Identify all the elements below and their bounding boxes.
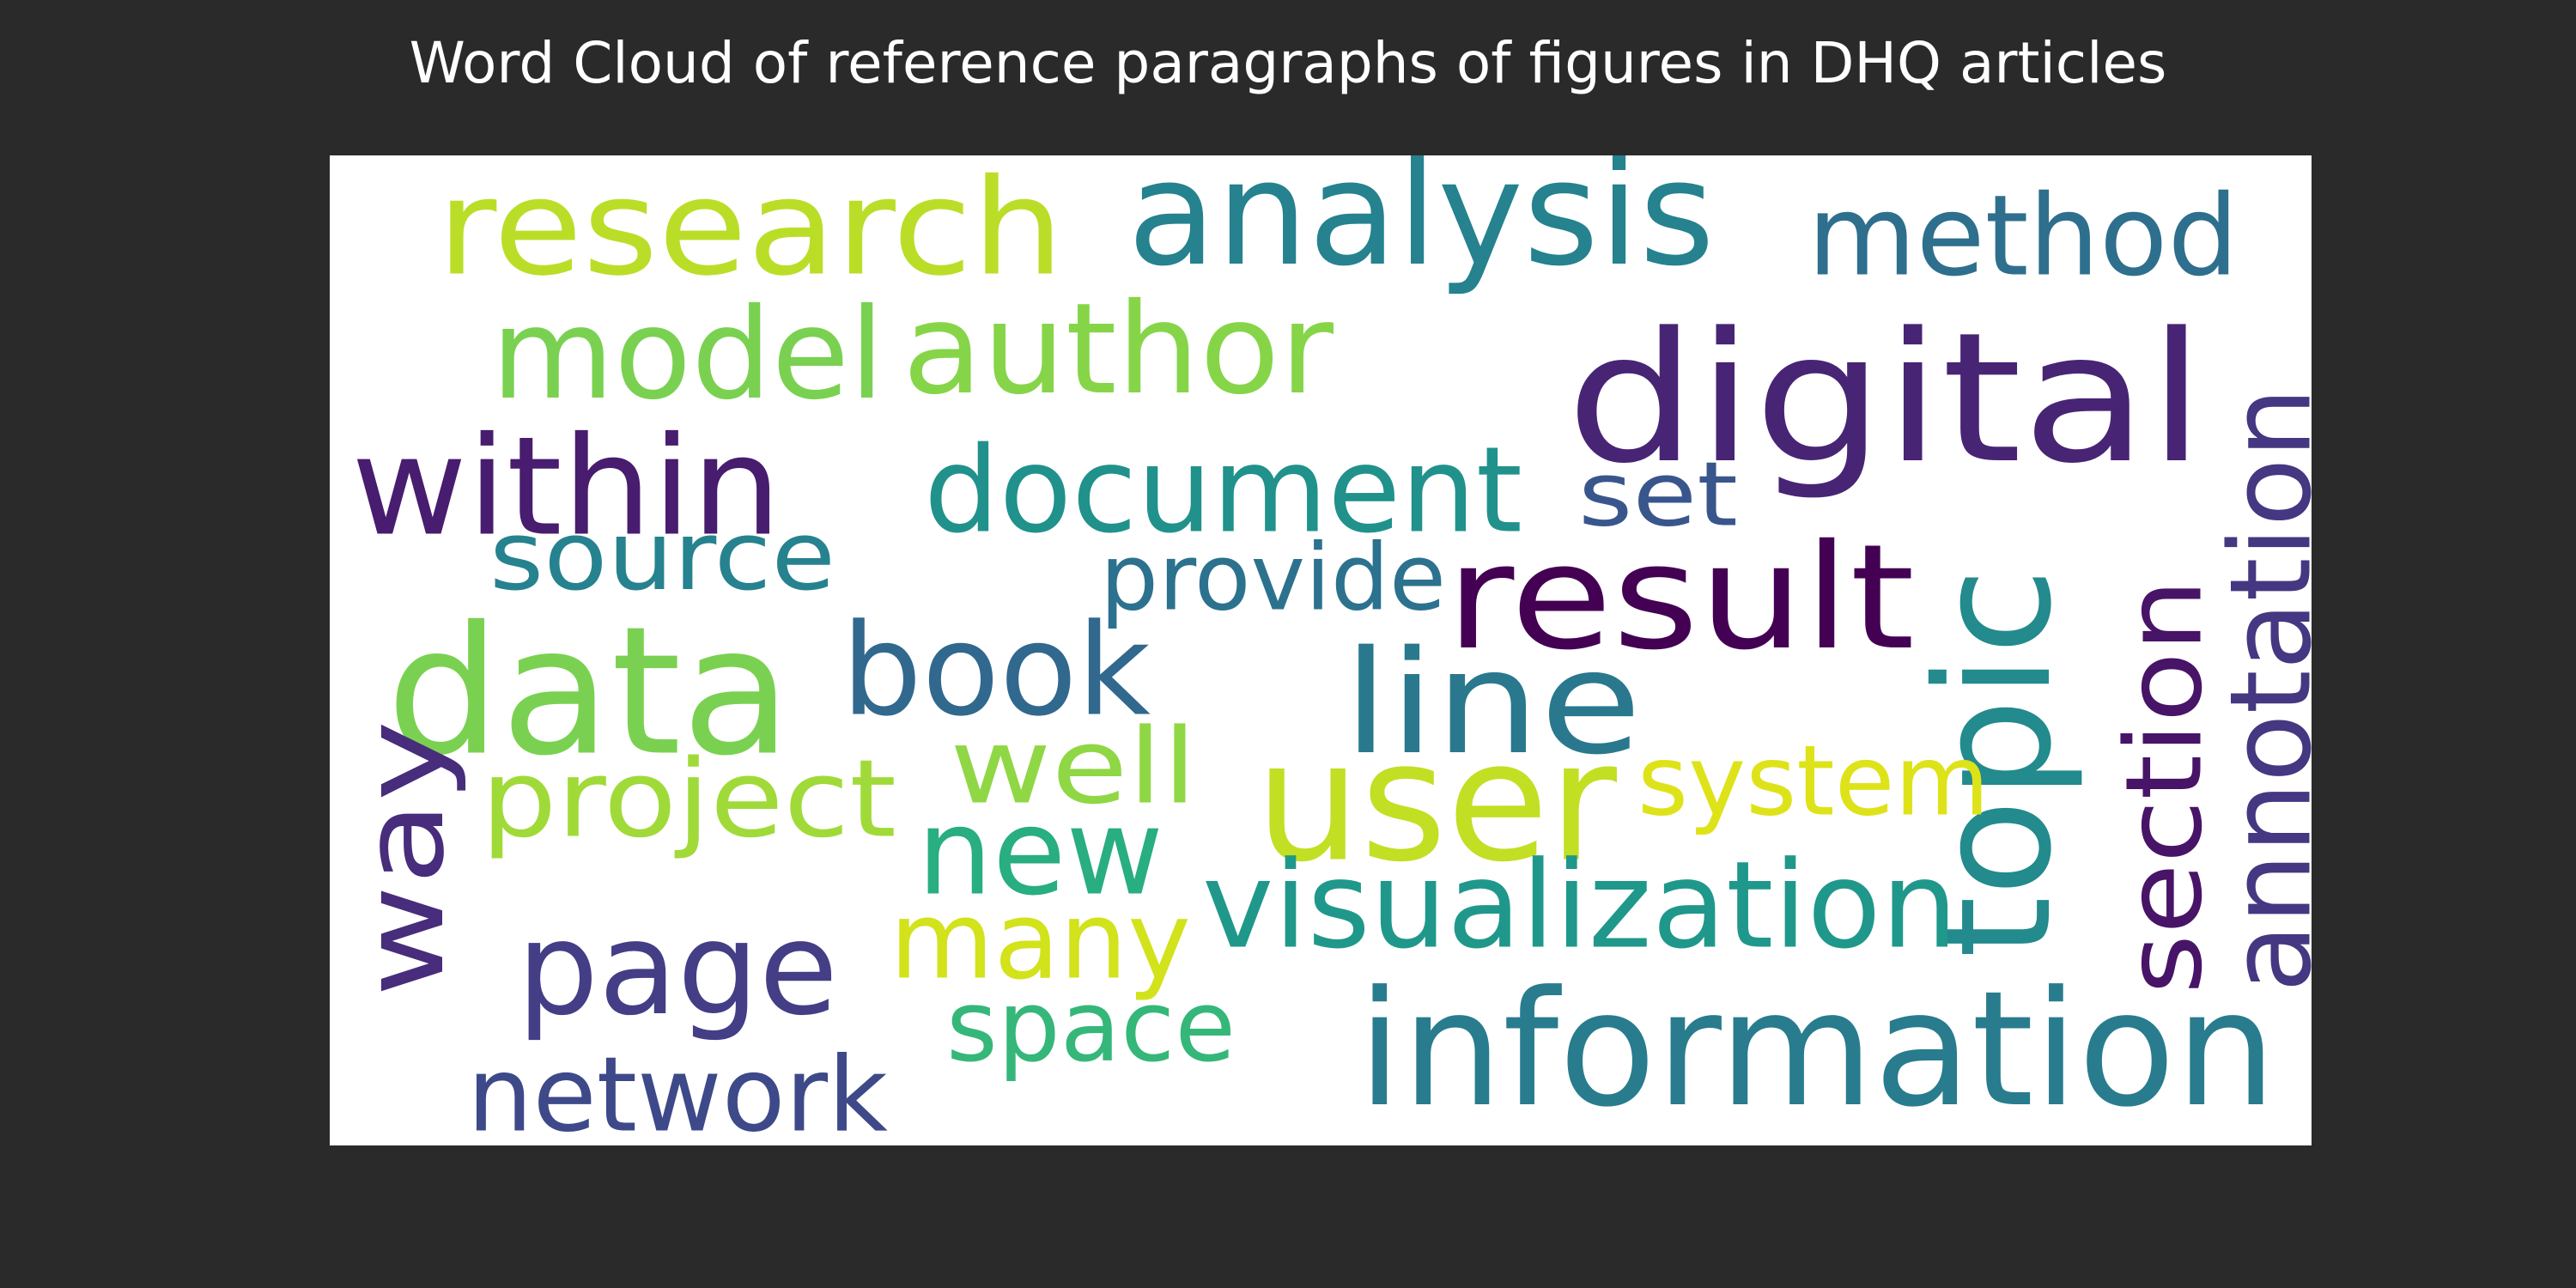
word-many: many: [890, 879, 1191, 1004]
word-digital: digital: [1566, 295, 2205, 503]
word-cloud-svg: research analysis method model author digital…: [338, 155, 2312, 1146]
word-way: way: [338, 720, 469, 997]
word-within: within: [351, 409, 781, 567]
word-source: source: [489, 501, 835, 612]
word-project: project: [481, 738, 896, 862]
word-annotation: annotation: [2206, 387, 2312, 993]
word-research: research: [437, 155, 1064, 306]
word-book: book: [841, 597, 1151, 744]
word-result: result: [1446, 513, 1915, 682]
chart-title: Word Cloud of reference paragraphs of fi…: [409, 30, 2167, 96]
word-set: set: [1578, 444, 1738, 547]
word-analysis: analysis: [1127, 155, 1715, 298]
word-cloud-panel: research analysis method model author digital…: [330, 155, 2312, 1145]
word-topic: topic: [1902, 568, 2087, 958]
word-data: data: [386, 589, 792, 795]
word-system: system: [1637, 725, 1990, 838]
word-new: new: [917, 783, 1163, 922]
word-user: user: [1255, 706, 1618, 899]
word-well: well: [950, 706, 1197, 828]
word-provide: provide: [1100, 525, 1446, 632]
word-network: network: [467, 1036, 888, 1146]
word-section: section: [2103, 579, 2226, 994]
word-author: author: [902, 276, 1334, 422]
word-page: page: [517, 895, 838, 1044]
word-space: space: [946, 969, 1236, 1084]
word-visualization: visualization: [1202, 836, 1958, 976]
word-method: method: [1807, 171, 2239, 301]
word-model: model: [491, 281, 884, 428]
word-information: information: [1358, 957, 2276, 1142]
word-line: line: [1343, 621, 1642, 787]
word-document: document: [924, 422, 1522, 560]
